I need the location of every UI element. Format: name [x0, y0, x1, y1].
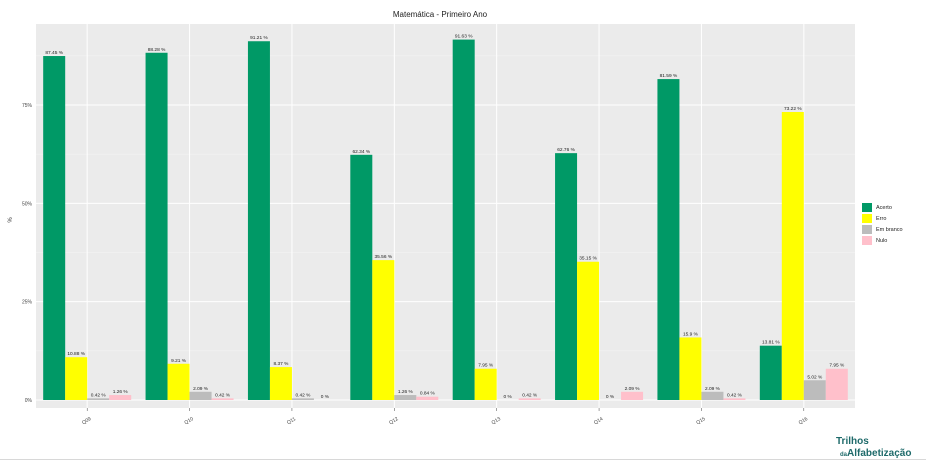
x-tick-label: Q09: [81, 416, 92, 426]
data-label: 88.28 %: [148, 47, 166, 53]
bar-em-branco: [803, 380, 826, 400]
data-label: 0.42 %: [727, 392, 743, 398]
y-tick-label: 0%: [25, 398, 33, 404]
bottom-divider: [0, 459, 926, 460]
bar-em-branco: [701, 391, 724, 400]
bar-em-branco: [394, 395, 417, 400]
bar-acerto: [350, 154, 373, 400]
data-label: 2.09 %: [193, 386, 209, 392]
data-label: 91.63 %: [455, 34, 473, 40]
bar-acerto: [145, 52, 168, 401]
data-label: 91.21 %: [250, 35, 268, 41]
bar-erro: [65, 357, 88, 400]
data-label: 35.56 %: [375, 254, 393, 260]
data-label: 7.95 %: [478, 363, 494, 369]
data-label: 0.84 %: [420, 391, 436, 397]
legend-item: Nulo: [862, 235, 903, 246]
trilhos-logo: Trilhos daAlfabetização: [836, 437, 911, 460]
data-label: 0.42 %: [522, 392, 538, 398]
bar-acerto: [452, 39, 475, 401]
data-label: 2.09 %: [705, 386, 721, 392]
data-label: 0 %: [504, 394, 513, 400]
bar-erro: [679, 337, 702, 400]
bar-erro: [372, 260, 395, 400]
bar-nulo: [723, 398, 746, 400]
x-tick-label: Q10: [183, 416, 194, 426]
bar-nulo: [211, 398, 234, 400]
bar-em-branco: [291, 398, 314, 400]
x-tick-label: Q14: [593, 416, 604, 426]
bar-erro: [781, 112, 804, 400]
bar-nulo: [109, 395, 132, 400]
data-label: 73.22 %: [784, 106, 802, 112]
legend-swatch: [862, 225, 872, 234]
bar-erro: [167, 363, 190, 400]
data-label: 9.21 %: [171, 358, 187, 364]
bar-erro: [269, 367, 292, 400]
legend: Acerto Erro Em branco Nulo: [862, 202, 903, 246]
data-label: 0.42 %: [215, 392, 231, 398]
logo-line-3: Alfabetização: [847, 448, 912, 459]
legend-label: Erro: [876, 215, 887, 222]
legend-item: Acerto: [862, 202, 903, 213]
legend-swatch: [862, 203, 872, 212]
data-label: 8.37 %: [273, 361, 289, 367]
bar-nulo: [518, 398, 541, 400]
data-label: 0 %: [606, 394, 615, 400]
logo-line-1: Trilhos: [836, 436, 869, 447]
data-label: 62.76 %: [557, 147, 575, 153]
bar-acerto: [555, 153, 578, 400]
y-tick-label: 25%: [22, 300, 33, 306]
legend-label: Nulo: [876, 237, 888, 244]
data-label: 0.42 %: [295, 392, 311, 398]
data-label: 87.45 %: [45, 50, 63, 56]
data-label: 5.02 %: [807, 374, 823, 380]
legend-swatch: [862, 236, 872, 245]
y-tick-label: 50%: [22, 201, 33, 207]
x-tick-label: Q11: [286, 416, 297, 426]
data-label: 7.95 %: [829, 363, 845, 369]
data-label: 35.15 %: [579, 256, 597, 262]
bar-erro: [474, 368, 497, 400]
bar-acerto: [759, 345, 782, 400]
legend-label: Acerto: [876, 204, 892, 211]
chart-title: Matemática - Primeiro Ano: [393, 10, 488, 19]
legend-swatch: [862, 214, 872, 223]
data-label: 0 %: [321, 394, 330, 400]
data-label: 1.26 %: [398, 389, 414, 395]
bar-acerto: [247, 41, 270, 401]
legend-label: Em branco: [876, 226, 903, 233]
data-label: 2.09 %: [625, 386, 641, 392]
y-axis-label: %: [8, 217, 14, 223]
bar-nulo: [621, 391, 644, 400]
x-tick-label: Q13: [491, 416, 502, 426]
x-tick-label: Q16: [798, 416, 809, 426]
x-tick-label: Q15: [695, 416, 706, 426]
bar-nulo: [825, 368, 848, 400]
plot-area: 0% 25% 50% 75% 87.45 % 10.88 % 0.42 % 1.26 % Q09…: [22, 24, 855, 426]
x-tick-label: Q12: [388, 416, 399, 426]
logo-line-2: da: [840, 452, 848, 458]
bar-em-branco: [189, 391, 212, 400]
bar-em-branco: [87, 398, 110, 400]
bar-acerto: [657, 79, 680, 400]
plot-panel: [36, 24, 855, 408]
data-label: 15.9 %: [683, 331, 699, 337]
bar-acerto: [43, 56, 66, 400]
data-label: 81.59 %: [660, 73, 678, 79]
data-label: 10.88 %: [67, 351, 85, 357]
data-label: 1.26 %: [113, 389, 129, 395]
data-label: 62.34 %: [353, 149, 371, 155]
data-label: 0.42 %: [91, 392, 107, 398]
legend-item: Em branco: [862, 224, 903, 235]
y-tick-label: 75%: [22, 103, 33, 109]
bar-erro: [577, 261, 600, 400]
legend-item: Erro: [862, 213, 903, 224]
bar-nulo: [416, 396, 439, 400]
data-label: 13.81 %: [762, 340, 780, 346]
